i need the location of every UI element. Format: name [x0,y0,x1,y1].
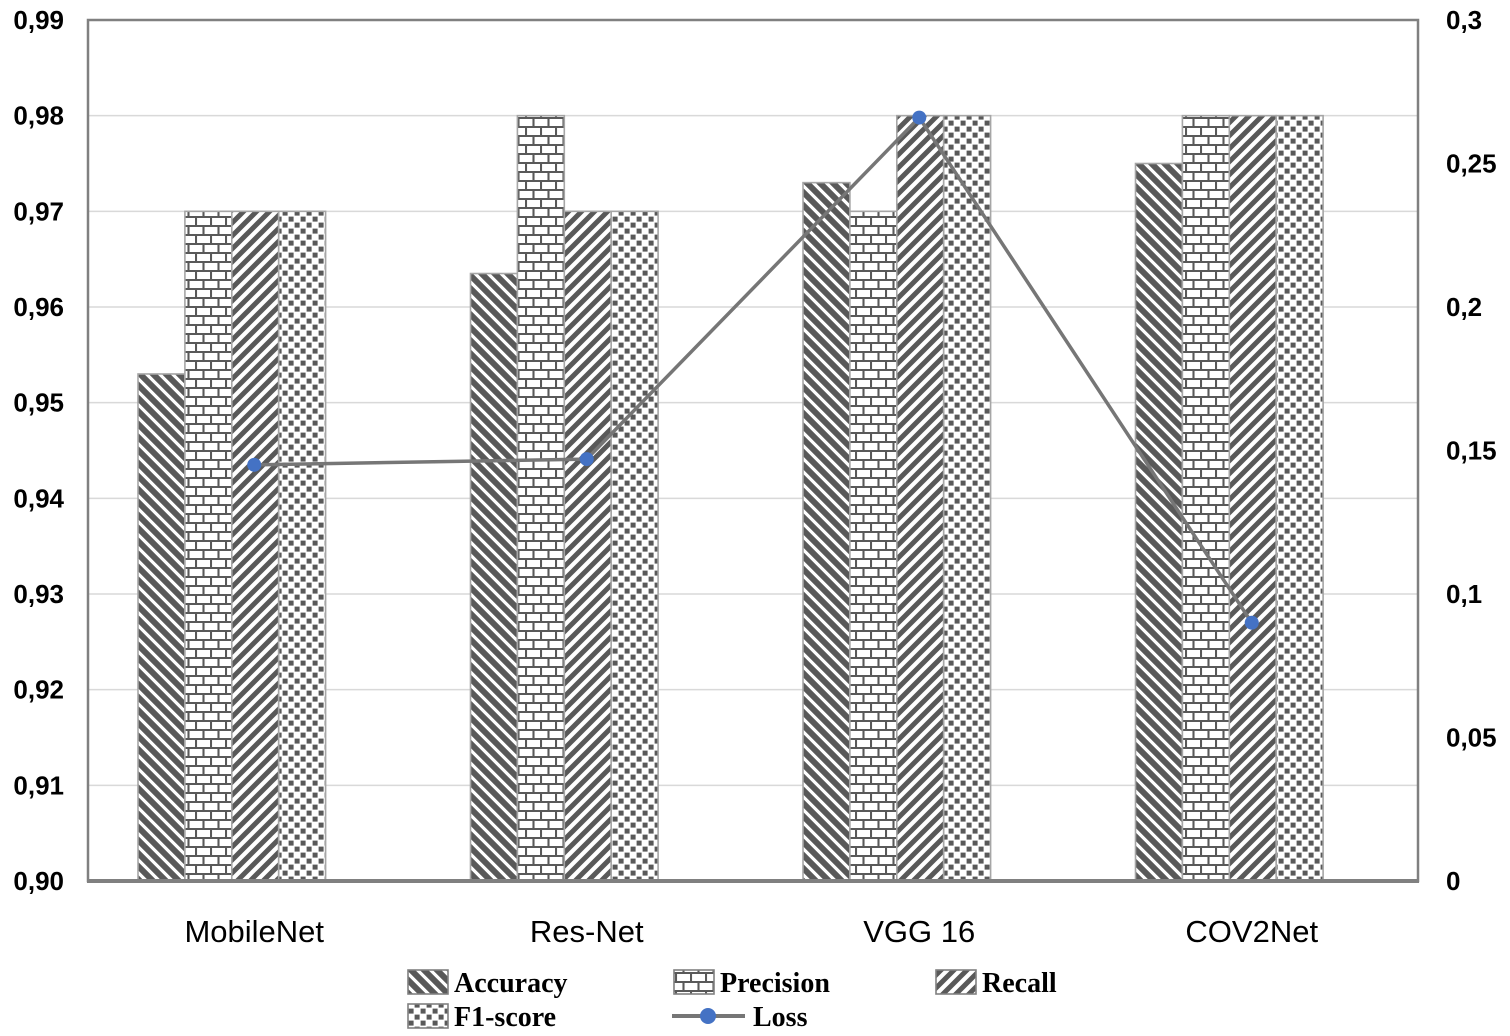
right-axis-tick-0-25: 0,25 [1446,149,1497,179]
legend-item-loss: Loss [672,1002,808,1033]
legend-item-precision: Precision [673,968,830,999]
loss-line-series [247,110,1259,630]
legend-swatch-recall-icon [935,969,977,995]
right-axis-tick-0-05: 0,05 [1446,723,1497,753]
loss-line [254,114,1254,624]
right-axis-tick-0-1: 0,1 [1446,579,1482,609]
legend-label-f1-score: F1-score [454,1002,556,1033]
legend-item-recall: Recall [935,968,1057,999]
legend-item-f1-score: F1-score [407,1002,556,1033]
right-axis-tick-0-15: 0,15 [1446,436,1497,466]
legend-label-accuracy: Accuracy [454,968,568,999]
legend-item-accuracy: Accuracy [407,968,568,999]
left-axis-tick-0-93: 0,93 [13,579,64,609]
loss-marker-vgg-16 [912,110,927,125]
bar-f1-score-cov2net [1275,114,1324,882]
left-axis-tick-0-98: 0,98 [13,101,64,131]
bar-accuracy-cov2net [1134,162,1184,882]
legend: Accuracy Precision Recall F1-score Loss [407,968,1057,1033]
right-axis-tick-0-3: 0,3 [1446,5,1482,35]
bar-accuracy-mobilenet [137,373,186,882]
bar-series-group [137,114,1324,882]
bar-accuracy-res-net [469,272,519,882]
bar-f1-score-res-net [610,210,659,882]
right-axis-tick-0-2: 0,2 [1446,292,1482,322]
axis-labels: 0,99 0,98 0,97 0,96 0,95 0,94 0,93 0,92 0,91 0,90… [13,5,1496,949]
bar-precision-cov2net [1181,114,1231,882]
loss-marker-cov2net [1244,615,1259,630]
legend-swatch-f1-score-icon [407,1003,449,1029]
bar-recall-mobilenet [231,210,280,882]
bar-recall-vgg-16 [895,114,945,882]
loss-marker-res-net [579,452,594,467]
category-label-res-net: Res-Net [530,914,644,949]
category-label-cov2net: COV2Net [1185,914,1318,949]
legend-label-recall: Recall [982,968,1057,999]
left-axis-tick-0-91: 0,91 [13,770,64,800]
category-label-vgg-16: VGG 16 [863,914,975,949]
legend-label-precision: Precision [720,968,830,999]
legend-swatch-accuracy-icon [407,969,449,995]
bar-accuracy-vgg-16 [802,181,851,882]
left-axis-tick-0-97: 0,97 [13,196,64,226]
left-axis-tick-0-94: 0,94 [13,483,64,513]
category-label-mobilenet: MobileNet [184,914,324,949]
legend-loss-marker-icon [700,1008,716,1024]
right-axis-tick-0: 0 [1446,866,1460,896]
left-axis-tick-0-96: 0,96 [13,292,64,322]
bar-recall-cov2net [1228,114,1278,882]
legend-swatch-precision-icon [673,969,715,995]
bar-f1-score-mobilenet [277,210,327,882]
legend-label-loss: Loss [753,1002,808,1033]
left-axis-tick-0-92: 0,92 [13,675,64,705]
bar-precision-vgg-16 [849,210,898,882]
left-axis-tick-0-95: 0,95 [13,388,64,418]
bar-precision-mobilenet [184,210,233,882]
plot-frame [86,18,1420,883]
left-axis-tick-0-99: 0,99 [13,5,64,35]
bar-recall-res-net [563,210,612,882]
bar-precision-res-net [516,114,566,882]
bar-f1-score-vgg-16 [942,114,992,882]
left-axis-tick-0-90: 0,90 [13,866,64,896]
loss-marker-mobilenet [247,457,262,472]
